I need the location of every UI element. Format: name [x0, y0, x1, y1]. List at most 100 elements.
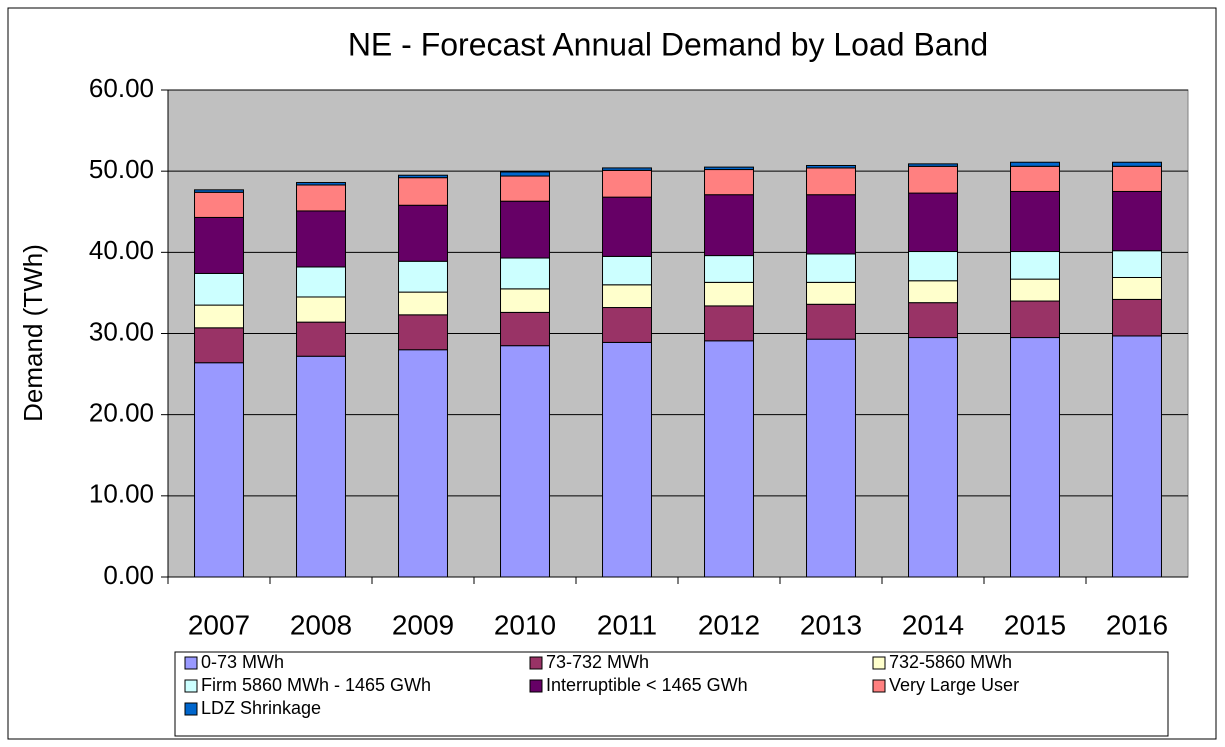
bar-segment — [296, 266, 346, 298]
x-tick-label: 2009 — [392, 609, 454, 640]
bar-segment — [1010, 190, 1060, 253]
y-tick-label: 50.00 — [89, 154, 154, 184]
legend-swatch — [872, 679, 886, 693]
bar-segment — [602, 307, 652, 343]
bar-segment — [398, 291, 448, 316]
bar-segment — [500, 288, 550, 313]
bar-segment — [806, 167, 856, 196]
bar-segment — [602, 284, 652, 309]
bar-segment — [908, 192, 958, 253]
bar-segment — [1010, 300, 1060, 339]
bar-segment — [1112, 298, 1162, 337]
legend-swatch — [529, 679, 543, 693]
x-tick-label: 2007 — [188, 609, 250, 640]
x-tick-label: 2011 — [597, 609, 657, 640]
x-tick-label: 2015 — [1004, 609, 1066, 640]
bar-segment — [908, 165, 958, 194]
bar-segment — [194, 304, 244, 329]
legend-box — [174, 651, 1169, 737]
bar-segment — [602, 167, 652, 171]
bar-segment — [1112, 165, 1162, 192]
bar-segment — [704, 255, 754, 283]
legend-label: 732-5860 MWh — [889, 652, 1012, 672]
bar-segment — [1112, 335, 1162, 578]
x-tick-label: 2016 — [1106, 609, 1168, 640]
bar-segment — [296, 296, 346, 323]
bar-segment — [194, 216, 244, 274]
x-tick-label: 2012 — [698, 609, 760, 640]
bar-segment — [398, 349, 448, 578]
bar-segment — [806, 303, 856, 340]
legend-label: LDZ Shrinkage — [201, 698, 321, 718]
bar-segment — [500, 175, 550, 202]
bar-segment — [296, 184, 346, 212]
bar-segment — [1010, 278, 1060, 302]
bar-segment — [398, 174, 448, 179]
bar-segment — [1112, 190, 1162, 252]
bar-segment — [602, 255, 652, 286]
bar-segment — [704, 194, 754, 257]
legend-label: Firm 5860 MWh - 1465 GWh — [201, 675, 431, 695]
legend-label: Very Large User — [889, 675, 1019, 695]
bar-segment — [806, 253, 856, 283]
bar-segment — [194, 362, 244, 578]
x-tick-label: 2008 — [290, 609, 352, 640]
bar-segment — [806, 338, 856, 578]
bar-segment — [398, 177, 448, 206]
legend-swatch — [184, 702, 198, 716]
bar-segment — [704, 281, 754, 307]
bar-segment — [704, 305, 754, 342]
bar-segment — [398, 204, 448, 262]
bar-segment — [194, 191, 244, 218]
bar-segment — [194, 327, 244, 364]
bar-segment — [1010, 165, 1060, 192]
y-tick-label: 0.00 — [103, 560, 154, 590]
bar-segment — [704, 169, 754, 196]
chart-title: NE - Forecast Annual Demand by Load Band — [348, 26, 988, 62]
bar-segment — [296, 321, 346, 357]
bar-segment — [704, 166, 754, 171]
legend-swatch — [529, 656, 543, 670]
bar-segment — [500, 257, 550, 290]
bar-segment — [908, 302, 958, 339]
y-axis-label: Demand (TWh) — [18, 244, 48, 422]
y-tick-label: 40.00 — [89, 235, 154, 265]
bar-segment — [908, 337, 958, 578]
bar-segment — [500, 171, 550, 177]
x-tick-label: 2013 — [800, 609, 862, 640]
bar-segment — [806, 281, 856, 305]
bar-segment — [398, 260, 448, 293]
bar-segment — [500, 311, 550, 347]
bar-segment — [194, 272, 244, 306]
y-tick-label: 20.00 — [89, 398, 154, 428]
bar-segment — [602, 196, 652, 257]
bar-segment — [704, 340, 754, 578]
bar-segment — [908, 163, 958, 167]
legend-label: Interruptible < 1465 GWh — [546, 675, 748, 695]
bar-segment — [296, 210, 346, 268]
bar-segment — [500, 200, 550, 259]
legend-label: 0-73 MWh — [201, 652, 284, 672]
x-tick-label: 2014 — [902, 609, 964, 640]
bar-segment — [806, 164, 856, 169]
legend-swatch — [184, 656, 198, 670]
bar-segment — [1010, 161, 1060, 167]
legend-swatch — [184, 679, 198, 693]
bar-segment — [1010, 251, 1060, 280]
bar-segment — [908, 251, 958, 282]
bar-segment — [398, 314, 448, 351]
bar-segment — [194, 189, 244, 193]
bar-segment — [296, 182, 346, 186]
bar-segment — [602, 169, 652, 198]
y-tick-label: 60.00 — [89, 73, 154, 103]
bar-segment — [1010, 337, 1060, 578]
bar-segment — [908, 280, 958, 304]
y-tick-label: 10.00 — [89, 479, 154, 509]
legend-label: 73-732 MWh — [546, 652, 649, 672]
bar-segment — [1112, 276, 1162, 300]
legend-swatch — [872, 656, 886, 670]
bar-segment — [602, 341, 652, 578]
bar-segment — [806, 194, 856, 255]
